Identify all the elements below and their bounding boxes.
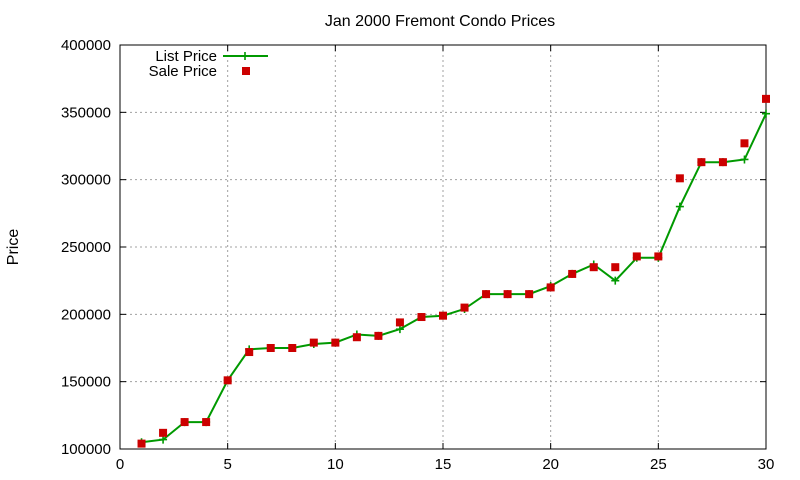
y-tick-label: 350000: [61, 104, 111, 121]
sale-price-point: [309, 338, 318, 347]
series-layer: [137, 94, 770, 448]
x-tick-label: 25: [650, 456, 667, 473]
y-tick-label: 250000: [61, 239, 111, 256]
y-tick-label: 150000: [61, 374, 111, 391]
sale-price-point: [352, 333, 361, 342]
list-price-point: [611, 276, 620, 285]
sale-price-point: [245, 348, 254, 357]
sale-price-point: [718, 158, 727, 167]
sale-price-point: [632, 252, 641, 261]
sale-price-point: [611, 263, 620, 272]
x-tick-label: 0: [116, 456, 124, 473]
legend-marker-list-price: [241, 52, 249, 60]
list-price-line: [141, 113, 767, 444]
sale-price-point: [395, 318, 404, 327]
list-price-point: [159, 435, 168, 444]
y-tick-label: 300000: [61, 172, 111, 189]
sale-price-point: [525, 290, 534, 299]
sale-price-point: [546, 283, 555, 292]
sale-price-point: [331, 338, 340, 347]
x-tick-label: 20: [542, 456, 559, 473]
sale-price-point: [417, 313, 426, 322]
sale-price-point: [374, 331, 383, 340]
y-tick-label: 100000: [61, 441, 111, 458]
chart-title: Jan 2000 Fremont Condo Prices: [325, 13, 555, 30]
x-tick-label: 30: [758, 456, 775, 473]
legend: List Price Sale Price: [149, 48, 268, 80]
sale-price-point: [223, 376, 232, 385]
sale-price-point: [482, 290, 491, 299]
sale-price-point: [460, 303, 469, 312]
sale-price-point: [503, 290, 512, 299]
sale-price-point: [697, 158, 706, 167]
sale-price-point: [675, 174, 684, 183]
sale-price-point: [137, 439, 146, 448]
y-tick-label: 400000: [61, 37, 111, 54]
sale-price-point: [439, 311, 447, 320]
sale-price-point: [654, 252, 663, 261]
sale-price-point: [202, 418, 211, 427]
axis-ticks: 0 5 10 15 20 25 30 100000 150000 200000 250000 3000…: [61, 37, 774, 473]
x-tick-label: 5: [223, 456, 231, 473]
sale-price-point: [266, 344, 275, 352]
x-tick-label: 10: [327, 456, 344, 473]
y-axis-label: Price: [5, 229, 22, 266]
sale-price-point: [589, 263, 598, 272]
list-price-point: [740, 155, 749, 164]
sale-price-point: [568, 269, 577, 278]
x-tick-label: 15: [435, 456, 452, 473]
grid-lines: [120, 45, 766, 449]
legend-plus-mark: [241, 52, 249, 60]
legend-label-list-price: List Price: [155, 48, 217, 65]
sale-price-point: [288, 344, 297, 352]
sale-price-point: [740, 139, 749, 148]
y-tick-label: 200000: [61, 306, 111, 323]
list-price-point: [762, 109, 770, 118]
legend-marker-sale-price: [242, 67, 250, 75]
sale-price-point: [180, 418, 189, 427]
list-price-point: [395, 325, 404, 334]
legend-label-sale-price: Sale Price: [149, 63, 217, 80]
sale-price-point: [762, 94, 770, 103]
list-price-point: [675, 202, 684, 211]
sale-price-point: [159, 428, 168, 437]
